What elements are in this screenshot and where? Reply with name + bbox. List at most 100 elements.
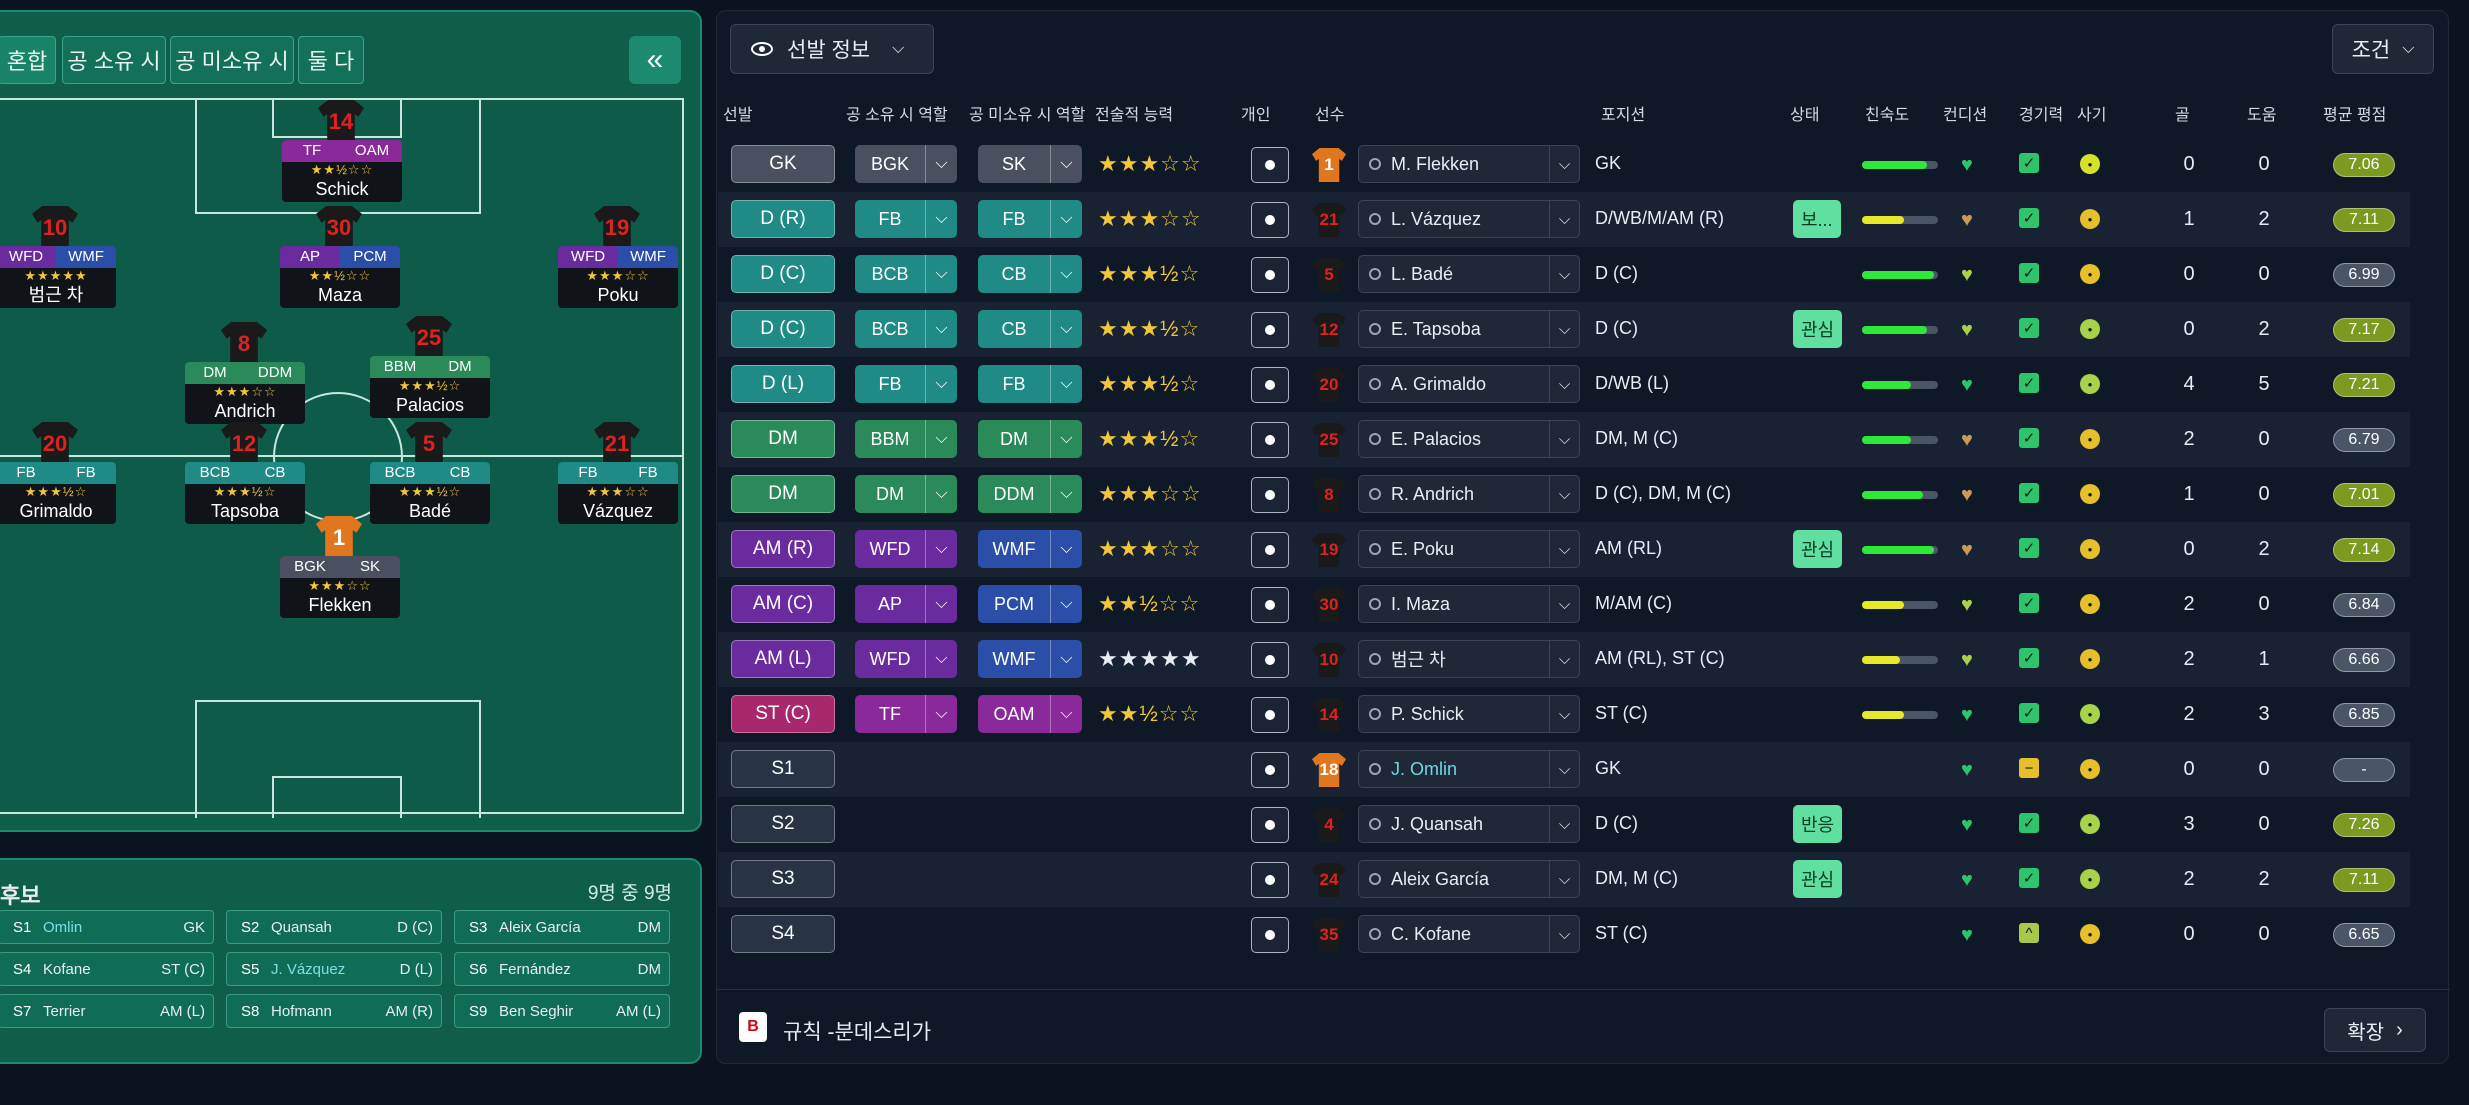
player-select-dropdown[interactable]: L. Badé ⌵	[1358, 255, 1580, 293]
role-in-possession[interactable]: WFD	[0, 246, 56, 268]
chevron-down-icon[interactable]: ⌵	[1549, 476, 1579, 512]
role-row[interactable]: BCB CB	[185, 462, 305, 484]
header-sharpness[interactable]: 경기력	[2019, 107, 2064, 124]
person-icon[interactable]	[1265, 325, 1275, 335]
substitute-item[interactable]: S6 Fernández DM	[454, 952, 670, 986]
goals-value[interactable]: 0	[2183, 538, 2195, 560]
morale-icon[interactable]: •	[2080, 594, 2100, 614]
role-row[interactable]: WFD WMF	[0, 246, 116, 268]
chevron-down-icon[interactable]: ⌵	[925, 640, 957, 678]
average-rating-badge[interactable]: 6.79	[2333, 428, 2395, 452]
header-tactical[interactable]: 전술적 능력	[1095, 107, 1174, 124]
average-rating-badge[interactable]: -	[2333, 758, 2395, 782]
person-icon[interactable]	[1265, 655, 1275, 665]
player-select-dropdown[interactable]: Aleix García ⌵	[1358, 860, 1580, 898]
in-possession-role-dropdown[interactable]: AP ⌵	[855, 585, 957, 623]
formation-tab[interactable]: 공 소유 시	[62, 36, 166, 84]
shirt-number-icon[interactable]: 14	[1312, 698, 1346, 732]
role-out-possession[interactable]: OAM	[342, 140, 402, 162]
condition-heart-icon[interactable]: ♥	[1961, 704, 1973, 726]
table-row[interactable]: S1 18 J. Omlin ⌵ GK ♥ − • 0 0 -	[718, 742, 2410, 797]
familiarity-fill[interactable]	[1862, 216, 1904, 224]
goals-value[interactable]: 1	[2183, 483, 2195, 505]
average-rating-badge[interactable]: 7.06	[2333, 153, 2395, 177]
sharpness-icon[interactable]: ✓	[2019, 428, 2039, 448]
shirt-number-icon[interactable]: 5	[1312, 258, 1346, 292]
sub-slot[interactable]: S5	[241, 960, 260, 978]
out-possession-role-dropdown[interactable]: WMF ⌵	[978, 640, 1082, 678]
role-label[interactable]: BCB	[871, 263, 909, 284]
player-shirt-icon[interactable]: 8	[221, 322, 267, 366]
player-select-dropdown[interactable]: 범근 차 ⌵	[1358, 640, 1580, 678]
chevron-down-icon[interactable]: ⌵	[1050, 585, 1082, 623]
player-shirt-icon[interactable]: 30	[316, 206, 362, 250]
table-row[interactable]: AM (L) WFD ⌵ WMF ⌵ ★★★★★ 10 범근 차 ⌵ AM (RL), ST (C…	[718, 632, 2410, 687]
person-icon[interactable]	[1265, 710, 1275, 720]
chevron-down-icon[interactable]: ⌵	[1549, 201, 1579, 237]
sub-slot[interactable]: S2	[241, 918, 260, 936]
familiarity-bar[interactable]	[1862, 161, 1938, 169]
role-out-possession[interactable]: DM	[430, 356, 490, 378]
role-out-possession[interactable]: WMF	[56, 246, 116, 268]
chevron-down-icon[interactable]: ⌵	[1549, 366, 1579, 402]
out-possession-role-dropdown[interactable]: CB ⌵	[978, 255, 1082, 293]
table-row[interactable]: AM (C) AP ⌵ PCM ⌵ ★★½☆☆ 30 I. Maza ⌵ M/AM (C) ♥ ✓ • 2…	[718, 577, 2410, 632]
shirt-number-icon[interactable]: 18	[1312, 753, 1346, 787]
condition-heart-icon[interactable]: ♥	[1961, 154, 1973, 176]
header-start[interactable]: 선발	[723, 107, 753, 124]
player-shirt-icon[interactable]: 5	[406, 422, 452, 466]
role-label[interactable]: PCM	[994, 593, 1034, 614]
average-rating-badge[interactable]: 7.11	[2333, 868, 2395, 892]
assists-value[interactable]: 5	[2258, 373, 2270, 395]
sub-slot[interactable]: S7	[13, 1002, 32, 1020]
star-rating[interactable]: ★★★☆☆	[586, 268, 650, 283]
familiarity-fill[interactable]	[1862, 711, 1904, 719]
goals-value[interactable]: 2	[2183, 868, 2195, 890]
role-in-possession[interactable]: FB	[558, 462, 618, 484]
assists-value[interactable]: 2	[2258, 868, 2270, 890]
lineup-slot-button[interactable]: S3	[731, 860, 835, 898]
out-possession-role-dropdown[interactable]: OAM ⌵	[978, 695, 1082, 733]
player-name[interactable]: Grimaldo	[19, 501, 93, 521]
chevron-down-icon[interactable]: ⌵	[1549, 641, 1579, 677]
player-shirt-icon[interactable]: 21	[594, 422, 640, 466]
person-icon[interactable]	[1369, 598, 1381, 610]
out-possession-role-dropdown[interactable]: DM ⌵	[978, 420, 1082, 458]
player-select-dropdown[interactable]: E. Poku ⌵	[1358, 530, 1580, 568]
sharpness-icon[interactable]: ✓	[2019, 318, 2039, 338]
morale-icon[interactable]: •	[2080, 209, 2100, 229]
person-icon[interactable]	[1369, 818, 1381, 830]
player-name[interactable]: J. Omlin	[1391, 758, 1458, 779]
individual-instructions-button[interactable]	[1251, 147, 1289, 183]
role-in-possession[interactable]: WFD	[558, 246, 618, 268]
chevron-down-icon[interactable]: ⌵	[1549, 311, 1579, 347]
chevron-down-icon[interactable]: ⌵	[1549, 696, 1579, 732]
tactical-star-rating[interactable]: ★★★★★	[1098, 646, 1202, 671]
average-rating-badge[interactable]: 6.65	[2333, 923, 2395, 947]
player-select-dropdown[interactable]: J. Omlin ⌵	[1358, 750, 1580, 788]
person-icon[interactable]	[1369, 268, 1381, 280]
assists-value[interactable]: 0	[2258, 813, 2270, 835]
morale-icon[interactable]: •	[2080, 924, 2100, 944]
role-out-possession[interactable]: FB	[618, 462, 678, 484]
person-icon[interactable]	[1369, 378, 1381, 390]
familiarity-bar[interactable]	[1862, 546, 1938, 554]
chevron-down-icon[interactable]: ⌵	[1549, 421, 1579, 457]
lineup-view-dropdown[interactable]: 선발 정보 ⌵	[730, 24, 934, 74]
assists-value[interactable]: 3	[2258, 703, 2270, 725]
assists-value[interactable]: 0	[2258, 428, 2270, 450]
substitute-item[interactable]: S9 Ben Seghir AM (L)	[454, 994, 670, 1028]
average-rating-badge[interactable]: 7.14	[2333, 538, 2395, 562]
lineup-slot-button[interactable]: DM	[731, 475, 835, 513]
goals-value[interactable]: 0	[2183, 923, 2195, 945]
in-possession-role-dropdown[interactable]: BGK ⌵	[855, 145, 957, 183]
status-badge[interactable]: 반응	[1793, 805, 1843, 843]
role-label[interactable]: WFD	[869, 538, 911, 559]
player-card[interactable]: BCB CB ★★★½☆ Badé	[370, 462, 490, 524]
table-row[interactable]: D (L) FB ⌵ FB ⌵ ★★★½☆ 20 A. Grimaldo ⌵ D/WB (L) ♥ ✓…	[718, 357, 2410, 412]
person-icon[interactable]	[1265, 820, 1275, 830]
person-icon[interactable]	[1369, 213, 1381, 225]
goals-value[interactable]: 1	[2183, 208, 2195, 230]
person-icon[interactable]	[1369, 653, 1381, 665]
shirt-number-icon[interactable]: 8	[1312, 478, 1346, 512]
